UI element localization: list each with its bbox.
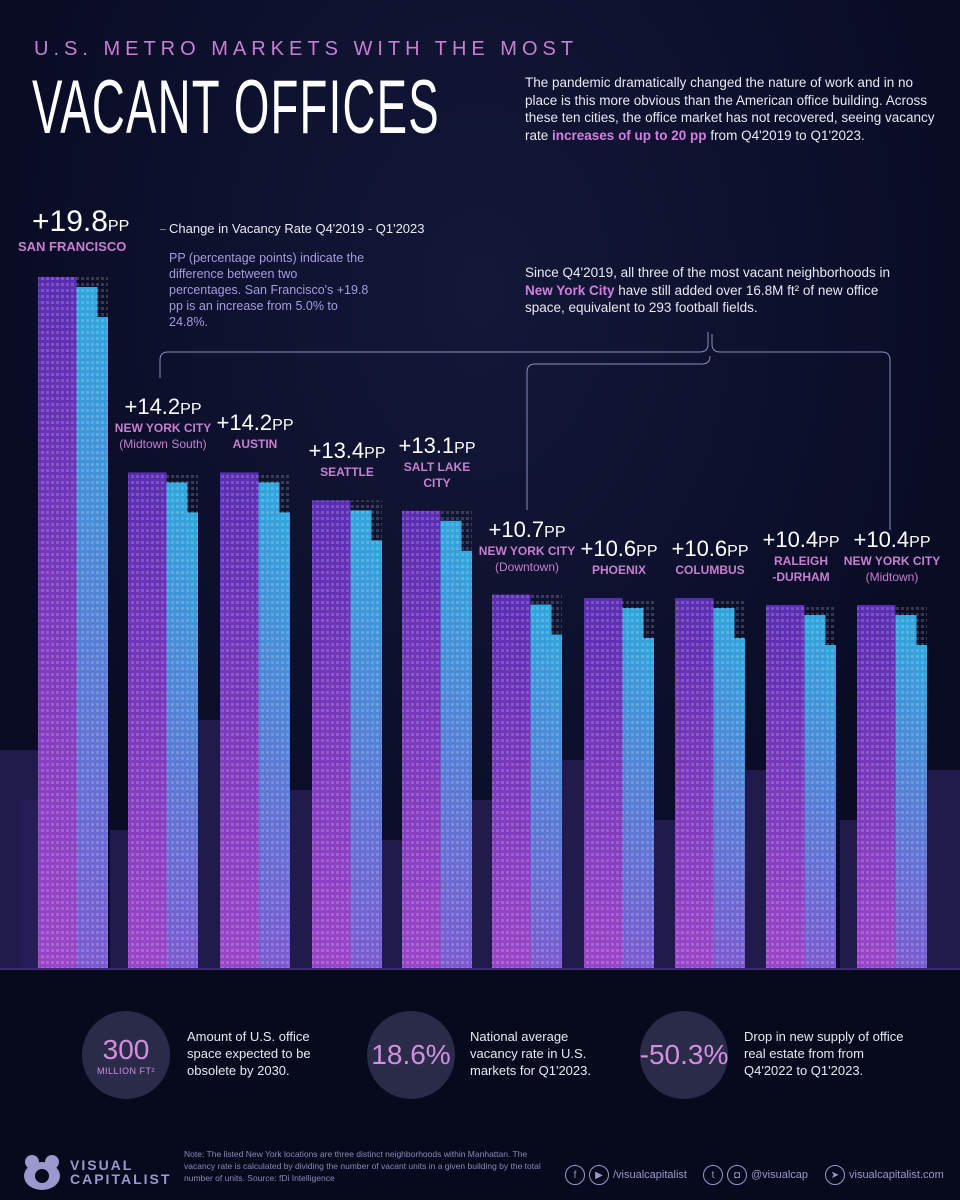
legend-connector xyxy=(160,229,166,230)
bar-city: NEW YORK CITY xyxy=(114,421,212,436)
bar-city: SAN FRANCISCO xyxy=(18,239,127,254)
building-bar-5 xyxy=(492,594,562,968)
instagram-icon[interactable]: ◘ xyxy=(727,1165,747,1185)
social-handle-1[interactable]: /visualcapitalist xyxy=(613,1169,687,1181)
bar-value: +10.6PP xyxy=(671,536,749,562)
bar-value: +19.8PP xyxy=(32,205,130,238)
ground xyxy=(0,968,960,970)
twitter-icon[interactable]: t xyxy=(703,1165,723,1185)
footer-note: Note: The listed New York locations are … xyxy=(184,1149,541,1183)
visual-capitalist-logo[interactable]: VISUAL CAPITALIST xyxy=(20,1152,171,1192)
bar-label-8: +10.4PP RALEIGH -DURHAM xyxy=(762,527,839,585)
logo-icon xyxy=(24,1155,60,1190)
building-bar-2 xyxy=(220,472,290,968)
website-link[interactable]: ➤ visualcapitalist.com xyxy=(825,1165,944,1185)
bar-city-sub: (Midtown South) xyxy=(119,437,207,452)
bar-city: PHOENIX xyxy=(591,563,647,578)
building-bar-3 xyxy=(312,500,382,968)
bar-city: COLUMBUS xyxy=(675,563,745,578)
stat-text-national: National average vacancy rate in U.S. ma… xyxy=(470,1029,591,1078)
building-bar-0 xyxy=(38,276,108,969)
bar-value: +14.2PP xyxy=(216,410,294,436)
bar-city-sub: (Midtown) xyxy=(865,570,919,585)
stat-circle-supply: -50.3% xyxy=(640,1011,728,1099)
logo-line2: CAPITALIST xyxy=(70,1171,172,1187)
bar-city-sub: CITY xyxy=(423,475,451,490)
youtube-icon[interactable]: ▶ xyxy=(589,1165,609,1185)
social-visualcap[interactable]: t ◘ @visualcap xyxy=(703,1165,808,1185)
bar-value: +10.4PP xyxy=(853,527,931,553)
website-text[interactable]: visualcapitalist.com xyxy=(849,1169,944,1181)
pp-note: PP (percentage points) indicate the diff… xyxy=(169,251,369,329)
bar-city-sub: -DURHAM xyxy=(772,570,830,585)
bar-label-7: +10.6PP COLUMBUS xyxy=(671,536,748,578)
stat-circle-obsolete: 300 MILLION FT² xyxy=(82,1011,170,1099)
social-visualcapitalist[interactable]: f ▶ /visualcapitalist xyxy=(565,1165,687,1185)
background-building xyxy=(925,770,960,968)
bar-label-3: +13.4PP SEATTLE xyxy=(308,438,385,480)
social-handle-2[interactable]: @visualcap xyxy=(751,1169,809,1181)
bar-label-4: +13.1PP SALT LAKE CITY xyxy=(398,433,475,491)
building-bar-4 xyxy=(402,510,472,968)
buildings-chart xyxy=(0,276,960,970)
building-bar-1 xyxy=(128,472,198,968)
bar-value: +10.6PP xyxy=(580,536,658,562)
bar-city: SALT LAKE xyxy=(403,459,471,474)
page-title: VACANT OFFICES xyxy=(32,65,440,150)
nyc-bracket-left xyxy=(159,332,709,378)
bar-label-0: +19.8PP SAN FRANCISCO xyxy=(18,205,129,255)
bar-city: SEATTLE xyxy=(320,465,374,480)
stats-section xyxy=(0,970,960,1200)
cursor-icon[interactable]: ➤ xyxy=(825,1165,845,1185)
bar-city-sub: (Downtown) xyxy=(494,559,560,574)
intro-text: The pandemic dramatically changed the na… xyxy=(525,75,935,143)
bar-city: NEW YORK CITY xyxy=(843,554,941,569)
legend-label: Change in Vacancy Rate Q4'2019 - Q1'2023 xyxy=(169,221,425,236)
bar-label-2: +14.2PP AUSTIN xyxy=(216,410,293,452)
logo-line1: VISUAL xyxy=(70,1157,134,1173)
supertitle: U.S. METRO MARKETS WITH THE MOST xyxy=(34,38,579,60)
bar-label-6: +10.6PP PHOENIX xyxy=(580,536,657,578)
bar-label-1: +14.2PP NEW YORK CITY (Midtown South) xyxy=(115,394,211,452)
building-bar-8 xyxy=(766,605,836,968)
bar-value: +13.4PP xyxy=(308,438,386,464)
stat-text-supply: Drop in new supply of office real estate… xyxy=(744,1029,904,1078)
bar-city: AUSTIN xyxy=(232,437,278,452)
nyc-bracket-right xyxy=(711,334,891,530)
stat-circle-national: 18.6% xyxy=(367,1011,455,1099)
facebook-icon[interactable]: f xyxy=(565,1165,585,1185)
building-bar-7 xyxy=(675,598,745,968)
bar-label-5: +10.7PP NEW YORK CITY (Downtown) xyxy=(479,517,575,575)
bar-value: +10.4PP xyxy=(762,527,840,553)
bar-value: +13.1PP xyxy=(398,432,476,458)
bar-value: +10.7PP xyxy=(488,516,566,542)
bar-label-9: +10.4PP NEW YORK CITY (Midtown) xyxy=(844,527,940,585)
nyc-bracket-downtown xyxy=(526,355,711,510)
building-bar-6 xyxy=(584,598,654,968)
bar-city: NEW YORK CITY xyxy=(478,543,576,558)
bar-city: RALEIGH xyxy=(773,554,828,569)
building-bar-9 xyxy=(857,605,927,968)
nyc-note: Since Q4'2019, all three of the most vac… xyxy=(525,265,891,315)
stat-text-obsolete: Amount of U.S. office space expected to … xyxy=(187,1029,311,1078)
bar-value: +14.2PP xyxy=(124,394,202,420)
